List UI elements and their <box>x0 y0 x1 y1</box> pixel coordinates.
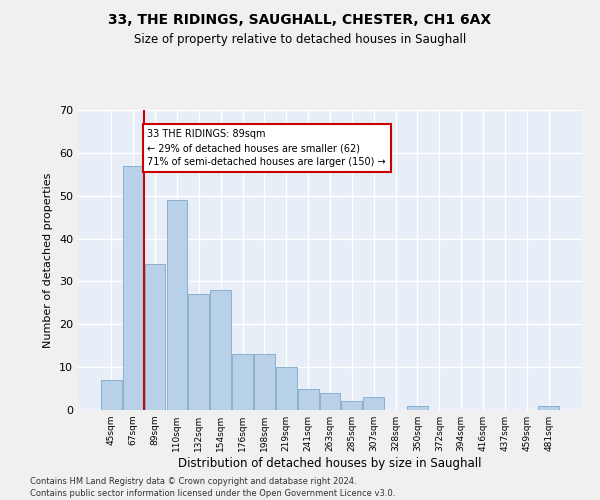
Bar <box>232 354 253 410</box>
Bar <box>101 380 122 410</box>
Bar <box>276 367 296 410</box>
Bar <box>123 166 143 410</box>
Bar <box>188 294 209 410</box>
Y-axis label: Number of detached properties: Number of detached properties <box>43 172 53 348</box>
Text: Size of property relative to detached houses in Saughall: Size of property relative to detached ho… <box>134 32 466 46</box>
Text: Distribution of detached houses by size in Saughall: Distribution of detached houses by size … <box>178 458 482 470</box>
Bar <box>320 393 340 410</box>
Text: Contains public sector information licensed under the Open Government Licence v3: Contains public sector information licen… <box>30 489 395 498</box>
Text: Contains HM Land Registry data © Crown copyright and database right 2024.: Contains HM Land Registry data © Crown c… <box>30 478 356 486</box>
Bar <box>145 264 166 410</box>
Bar <box>407 406 428 410</box>
Bar <box>298 388 319 410</box>
Bar <box>167 200 187 410</box>
Bar <box>538 406 559 410</box>
Bar <box>341 402 362 410</box>
Bar <box>210 290 231 410</box>
Text: 33, THE RIDINGS, SAUGHALL, CHESTER, CH1 6AX: 33, THE RIDINGS, SAUGHALL, CHESTER, CH1 … <box>109 12 491 26</box>
Text: 33 THE RIDINGS: 89sqm
← 29% of detached houses are smaller (62)
71% of semi-deta: 33 THE RIDINGS: 89sqm ← 29% of detached … <box>148 130 386 168</box>
Bar <box>364 397 384 410</box>
Bar <box>254 354 275 410</box>
